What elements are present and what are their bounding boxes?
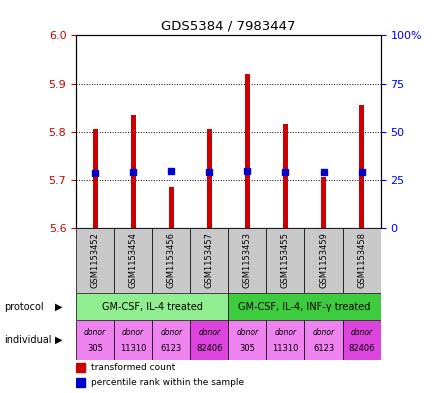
- Text: 11310: 11310: [120, 344, 146, 353]
- Bar: [283, 125, 287, 228]
- FancyBboxPatch shape: [304, 320, 342, 360]
- Text: donor: donor: [312, 329, 334, 337]
- Text: donor: donor: [160, 329, 182, 337]
- Bar: [168, 187, 173, 228]
- Text: GM-CSF, IL-4 treated: GM-CSF, IL-4 treated: [102, 301, 202, 312]
- Bar: [320, 177, 325, 228]
- FancyBboxPatch shape: [114, 320, 152, 360]
- Text: individual: individual: [4, 335, 52, 345]
- Bar: [76, 378, 85, 387]
- FancyBboxPatch shape: [266, 320, 304, 360]
- FancyBboxPatch shape: [190, 320, 228, 360]
- FancyBboxPatch shape: [342, 320, 380, 360]
- Text: percentile rank within the sample: percentile rank within the sample: [91, 378, 244, 387]
- Text: 82406: 82406: [196, 344, 222, 353]
- Text: 6123: 6123: [160, 344, 181, 353]
- Text: GSM1153453: GSM1153453: [242, 232, 251, 288]
- FancyBboxPatch shape: [152, 320, 190, 360]
- FancyBboxPatch shape: [76, 320, 114, 360]
- Text: 82406: 82406: [348, 344, 374, 353]
- Bar: [207, 129, 211, 228]
- Text: donor: donor: [236, 329, 258, 337]
- Text: donor: donor: [198, 329, 220, 337]
- Text: transformed count: transformed count: [91, 363, 175, 372]
- FancyBboxPatch shape: [190, 228, 228, 293]
- Bar: [358, 105, 363, 228]
- FancyBboxPatch shape: [76, 293, 228, 320]
- Text: GM-CSF, IL-4, INF-γ treated: GM-CSF, IL-4, INF-γ treated: [238, 301, 370, 312]
- Text: donor: donor: [122, 329, 144, 337]
- Text: ▶: ▶: [55, 301, 62, 312]
- FancyBboxPatch shape: [228, 293, 380, 320]
- Text: GSM1153457: GSM1153457: [204, 232, 214, 288]
- Text: GSM1153458: GSM1153458: [356, 232, 365, 288]
- Text: ▶: ▶: [55, 335, 62, 345]
- Text: donor: donor: [274, 329, 296, 337]
- Bar: [92, 129, 97, 228]
- Text: GSM1153455: GSM1153455: [280, 232, 289, 288]
- FancyBboxPatch shape: [152, 228, 190, 293]
- Text: donor: donor: [84, 329, 106, 337]
- Text: 6123: 6123: [312, 344, 333, 353]
- Bar: [131, 115, 135, 228]
- Text: protocol: protocol: [4, 301, 44, 312]
- FancyBboxPatch shape: [76, 228, 114, 293]
- FancyBboxPatch shape: [228, 320, 266, 360]
- Text: GSM1153452: GSM1153452: [90, 232, 99, 288]
- FancyBboxPatch shape: [342, 228, 380, 293]
- Text: 305: 305: [239, 344, 255, 353]
- Bar: [76, 363, 85, 372]
- Text: GSM1153454: GSM1153454: [128, 232, 138, 288]
- FancyBboxPatch shape: [114, 228, 152, 293]
- Text: GSM1153459: GSM1153459: [318, 232, 327, 288]
- Title: GDS5384 / 7983447: GDS5384 / 7983447: [161, 20, 295, 33]
- Text: 11310: 11310: [272, 344, 298, 353]
- Bar: [244, 74, 249, 228]
- FancyBboxPatch shape: [304, 228, 342, 293]
- Text: donor: donor: [350, 329, 372, 337]
- FancyBboxPatch shape: [266, 228, 304, 293]
- Text: 305: 305: [87, 344, 103, 353]
- FancyBboxPatch shape: [228, 228, 266, 293]
- Text: GSM1153456: GSM1153456: [166, 232, 175, 288]
